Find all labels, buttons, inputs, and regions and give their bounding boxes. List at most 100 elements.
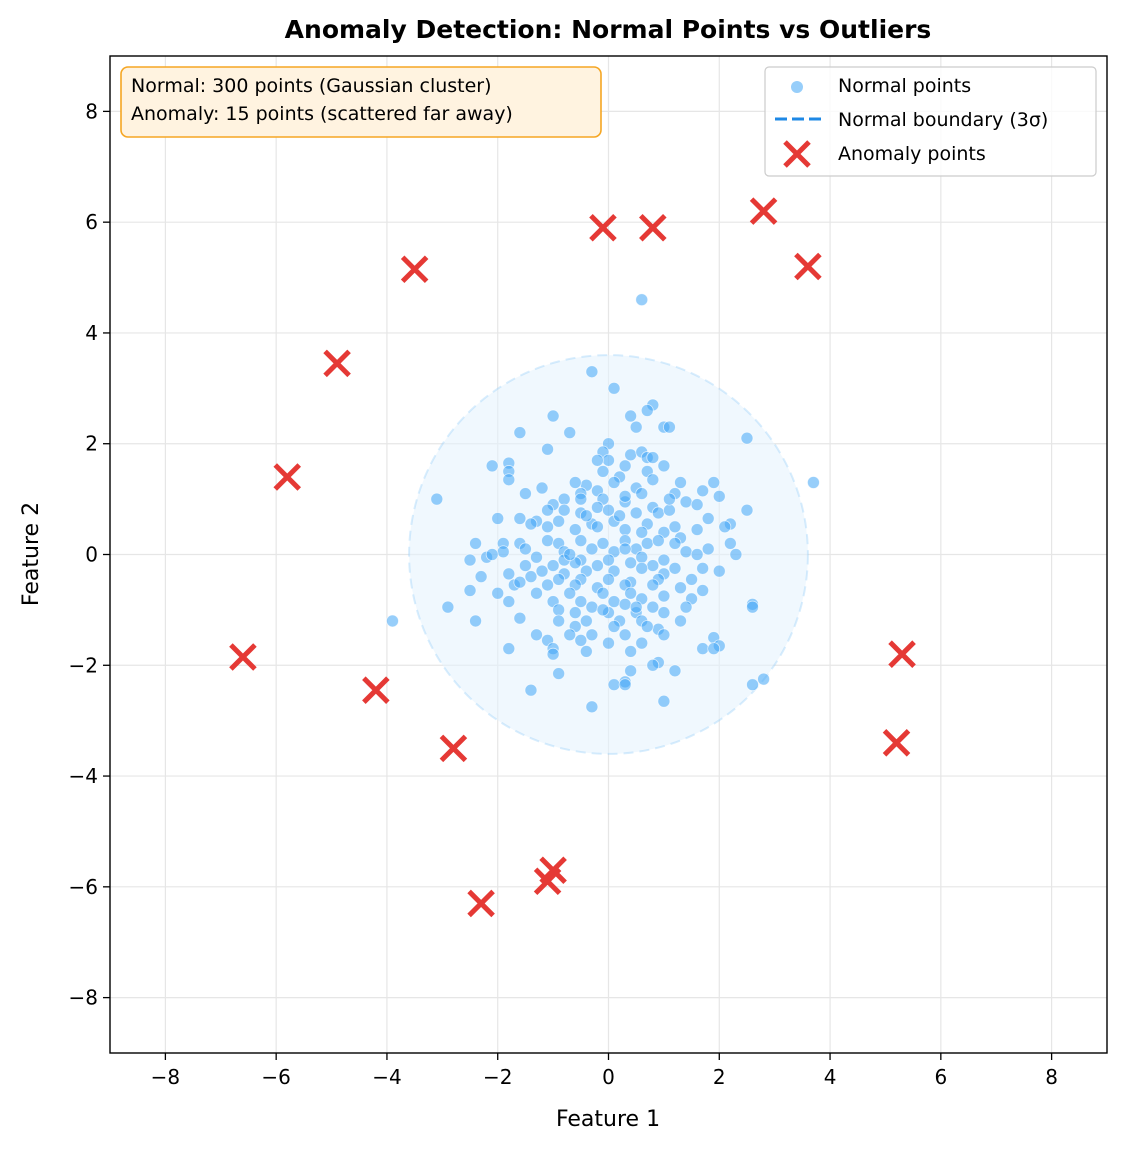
normal-point xyxy=(602,503,615,517)
x-tick-label: 8 xyxy=(1045,1065,1058,1089)
normal-point xyxy=(651,506,665,520)
normal-point xyxy=(430,492,444,506)
normal-point xyxy=(574,595,588,608)
anomaly-point xyxy=(362,676,390,704)
anomaly-point xyxy=(749,197,778,225)
normal-point xyxy=(668,520,682,534)
normal-point xyxy=(635,561,649,575)
normal-point xyxy=(712,564,726,578)
normal-point xyxy=(624,586,638,600)
normal-point xyxy=(491,512,505,525)
normal-point xyxy=(685,573,698,586)
normal-point xyxy=(607,620,621,633)
normal-point xyxy=(668,537,682,550)
anomaly-point xyxy=(229,643,257,671)
normal-point xyxy=(535,564,549,578)
normal-point xyxy=(757,672,770,686)
normal-point xyxy=(807,476,820,489)
normal-point xyxy=(568,523,582,536)
normal-point xyxy=(618,542,632,556)
normal-point xyxy=(574,633,588,647)
normal-point xyxy=(585,600,599,614)
normal-point xyxy=(613,509,626,523)
normal-point xyxy=(596,603,610,617)
normal-point xyxy=(746,600,759,614)
normal-point xyxy=(607,381,621,395)
x-tick-label: 4 xyxy=(824,1065,837,1089)
anomaly-point xyxy=(439,734,468,763)
x-tick-label: −6 xyxy=(261,1065,290,1089)
normal-point xyxy=(629,420,643,434)
normal-point xyxy=(701,512,715,525)
normal-point xyxy=(740,431,754,445)
normal-point xyxy=(657,589,671,603)
normal-point xyxy=(596,586,610,600)
anomaly-point xyxy=(467,889,495,918)
normal-point xyxy=(591,559,604,572)
normal-point xyxy=(657,606,671,620)
normal-point xyxy=(519,542,532,556)
normal-point xyxy=(602,553,615,567)
normal-point xyxy=(635,293,649,307)
x-tick-label: 2 xyxy=(713,1065,726,1089)
normal-point xyxy=(585,542,599,556)
anomaly-point xyxy=(400,255,429,284)
normal-point xyxy=(591,520,604,534)
normal-point xyxy=(618,523,632,536)
normal-point xyxy=(541,503,554,517)
normal-point xyxy=(463,553,477,567)
normal-point xyxy=(530,550,543,564)
normal-point xyxy=(463,584,477,597)
anomaly-points-series xyxy=(229,197,916,918)
normal-point xyxy=(635,487,649,500)
normal-point xyxy=(552,603,566,617)
normal-point xyxy=(740,503,754,517)
y-tick-label: 6 xyxy=(85,210,98,234)
normal-point xyxy=(485,548,499,561)
y-tick-label: −4 xyxy=(69,764,98,788)
y-tick-label: −8 xyxy=(69,986,98,1010)
normal-point xyxy=(530,628,543,642)
normal-point xyxy=(663,492,676,506)
normal-point xyxy=(552,667,566,680)
normal-point xyxy=(635,636,649,650)
y-tick-label: 0 xyxy=(85,543,98,567)
normal-point xyxy=(679,600,693,614)
normal-point xyxy=(624,645,638,658)
normal-point xyxy=(552,514,566,528)
normal-point xyxy=(696,484,710,498)
anomaly-point xyxy=(589,213,617,242)
normal-point xyxy=(646,578,660,592)
normal-point xyxy=(707,642,721,656)
normal-point xyxy=(563,548,577,561)
normal-point xyxy=(723,537,737,550)
normal-point xyxy=(563,586,577,600)
normal-point xyxy=(546,647,560,661)
normal-point xyxy=(485,459,499,473)
normal-point xyxy=(679,495,693,509)
normal-point xyxy=(657,553,671,567)
normal-point xyxy=(746,678,759,692)
normal-point xyxy=(690,523,704,536)
normal-point xyxy=(696,584,710,597)
normal-point xyxy=(568,606,582,620)
normal-point xyxy=(524,683,538,697)
normal-point xyxy=(690,498,704,512)
normal-point xyxy=(513,426,527,440)
normal-point xyxy=(646,451,660,464)
normal-point xyxy=(718,520,732,534)
anomaly-point xyxy=(888,640,916,668)
legend-normal-label: Normal points xyxy=(838,75,971,97)
normal-point xyxy=(712,489,726,503)
normal-point xyxy=(386,614,399,628)
normal-point xyxy=(607,678,621,692)
legend: Normal points Normal boundary (3σ) Anoma… xyxy=(764,66,1097,177)
normal-point xyxy=(596,537,610,550)
normal-point xyxy=(502,473,516,487)
normal-point xyxy=(663,420,676,434)
normal-point xyxy=(635,550,649,564)
y-tick-label: −6 xyxy=(69,875,98,899)
normal-point xyxy=(502,595,516,608)
legend-normal-marker xyxy=(791,81,803,93)
normal-point xyxy=(640,537,654,550)
